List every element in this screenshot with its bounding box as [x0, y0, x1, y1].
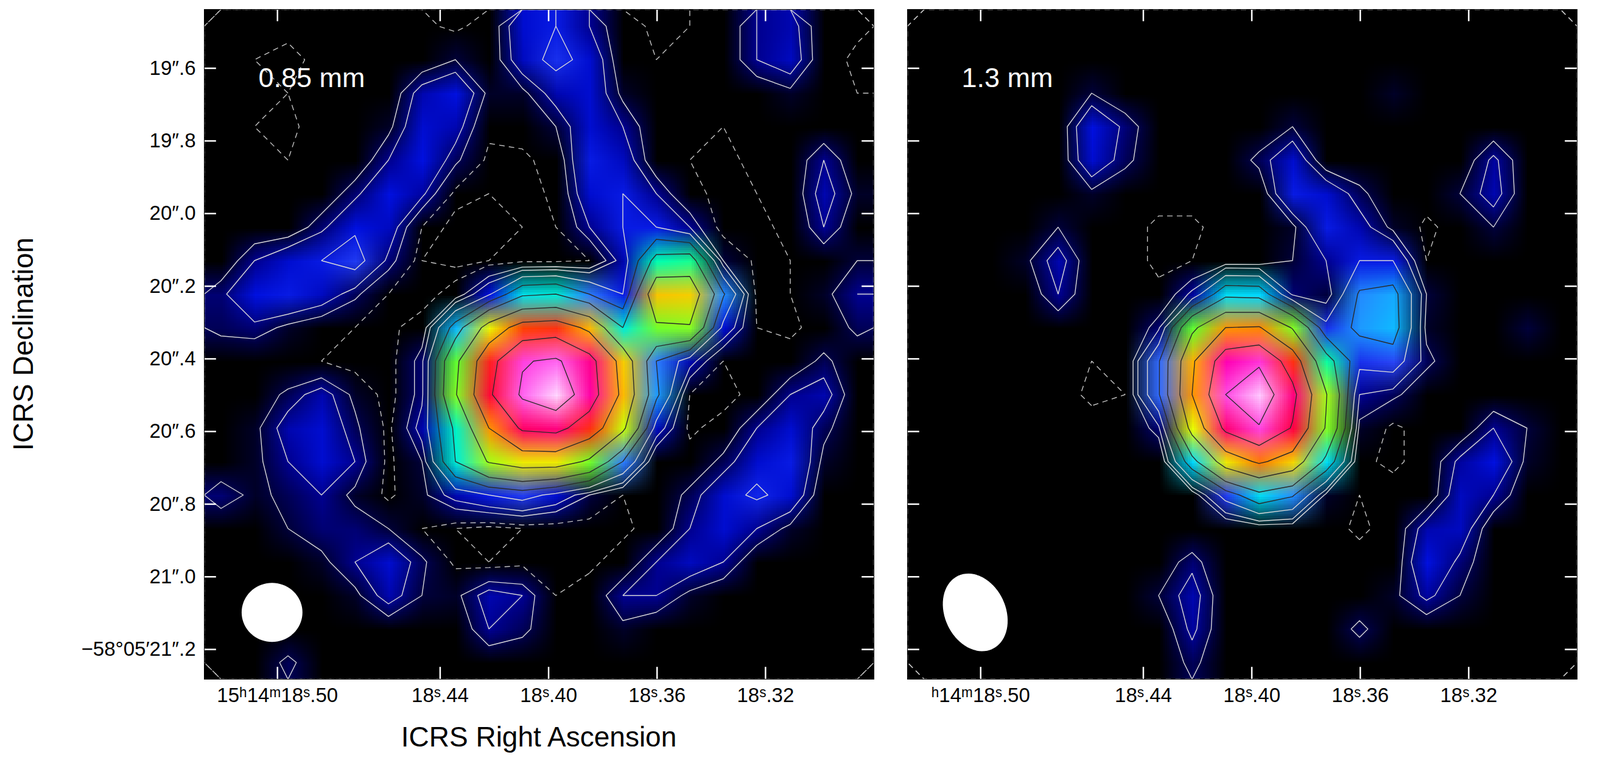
svg-text:1.3 mm: 1.3 mm	[961, 62, 1054, 94]
svg-text:ʰ14ᵐ18ˢ.50: ʰ14ᵐ18ˢ.50	[931, 683, 1031, 707]
svg-text:20″.6: 20″.6	[149, 419, 197, 443]
svg-text:21″.0: 21″.0	[149, 564, 197, 588]
html-text:ICRS Declination: ICRS Declination	[7, 237, 39, 451]
svg-text:18ˢ.40: 18ˢ.40	[1223, 683, 1281, 707]
svg-text:18ˢ.36: 18ˢ.36	[1331, 683, 1389, 707]
svg-text:19″.6: 19″.6	[149, 56, 197, 80]
svg-text:18ˢ.44: 18ˢ.44	[1114, 683, 1172, 707]
svg-text:18ˢ.32: 18ˢ.32	[736, 683, 794, 707]
svg-text:20″.0: 20″.0	[149, 201, 197, 225]
svg-text:18ˢ.44: 18ˢ.44	[411, 683, 469, 707]
svg-text:20″.2: 20″.2	[149, 274, 197, 298]
svg-text:20″.4: 20″.4	[149, 347, 197, 370]
svg-text:0.85 mm: 0.85 mm	[258, 62, 366, 94]
svg-text:18ˢ.32: 18ˢ.32	[1439, 683, 1498, 707]
svg-text:−58°05′21″.2: −58°05′21″.2	[81, 637, 197, 660]
html-text:ICRS Right Ascension: ICRS Right Ascension	[401, 720, 677, 753]
svg-text:20″.8: 20″.8	[149, 492, 197, 516]
svg-text:18ˢ.40: 18ˢ.40	[519, 683, 578, 707]
svg-text:19″.8: 19″.8	[149, 129, 197, 152]
svg-text:18ˢ.36: 18ˢ.36	[628, 683, 686, 707]
svg-text:15ʰ14ᵐ18ˢ.50: 15ʰ14ᵐ18ˢ.50	[216, 683, 338, 707]
